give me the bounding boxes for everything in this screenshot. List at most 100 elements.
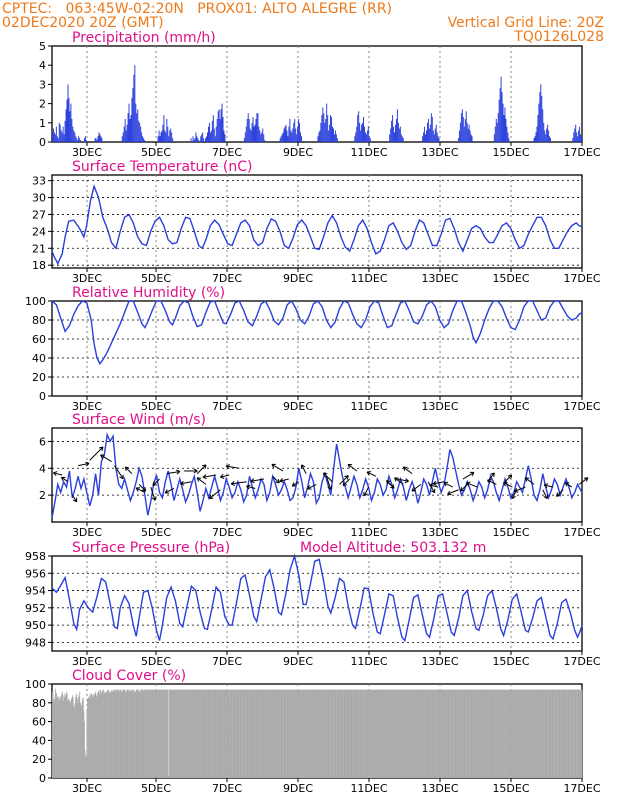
cloud-bar bbox=[404, 689, 406, 778]
cloud-bar bbox=[235, 689, 237, 778]
wind-vector-arrowhead bbox=[100, 454, 105, 459]
cloud-bar bbox=[56, 693, 57, 778]
precip-bar bbox=[137, 109, 139, 142]
cloud-bar bbox=[496, 689, 498, 778]
cloud-bar bbox=[565, 689, 567, 778]
precip-bar bbox=[215, 126, 217, 142]
cloud-bar bbox=[248, 689, 250, 778]
cloud-bar bbox=[337, 689, 339, 778]
cloud-bar bbox=[401, 689, 403, 778]
cloud-bar bbox=[193, 689, 195, 778]
cloud-bar bbox=[281, 689, 283, 778]
cloud-bar bbox=[375, 689, 377, 778]
precip-bar bbox=[135, 103, 137, 142]
cloud-bar bbox=[573, 689, 575, 778]
precip-bar bbox=[579, 126, 581, 142]
cloud-bar bbox=[183, 689, 185, 778]
cloud-bar bbox=[477, 689, 479, 778]
cloud-bar bbox=[53, 700, 55, 778]
cloud-xtick-label: 3DEC bbox=[72, 782, 102, 795]
cloud-bar bbox=[467, 689, 469, 778]
cloud-bar bbox=[323, 689, 325, 778]
cloud-bar bbox=[361, 689, 363, 778]
cloud-bar bbox=[390, 689, 392, 778]
precip-bar bbox=[280, 136, 282, 142]
cloud-bar bbox=[378, 689, 380, 778]
cloud-bar bbox=[88, 699, 90, 778]
cloud-bar bbox=[186, 689, 188, 778]
cloud-bar bbox=[557, 689, 559, 778]
precip-bar bbox=[62, 126, 64, 142]
precip-bar bbox=[290, 130, 292, 142]
precip-bar bbox=[320, 122, 322, 142]
cloud-bar bbox=[410, 689, 412, 778]
precip-bar bbox=[392, 115, 394, 142]
cloud-bar bbox=[216, 689, 218, 778]
wind-vector-arrow bbox=[556, 489, 564, 497]
cloud-bar bbox=[557, 689, 558, 778]
precip-bar bbox=[394, 132, 395, 142]
wind-vector-arrowhead bbox=[98, 446, 104, 452]
cloud-bar bbox=[262, 689, 264, 778]
cloud-bar bbox=[129, 691, 131, 778]
cloud-bar bbox=[414, 689, 416, 778]
cloud-bar bbox=[340, 689, 341, 778]
cloud-bar bbox=[274, 689, 276, 778]
wind-vector-arrowhead bbox=[250, 478, 255, 484]
cloud-bar bbox=[492, 689, 494, 778]
cloud-bar bbox=[519, 689, 521, 778]
precip-bar bbox=[325, 118, 327, 142]
cloud-bar bbox=[457, 689, 459, 778]
precip-bar bbox=[434, 128, 436, 142]
wind-vector-arrow bbox=[138, 484, 147, 492]
precip-bar bbox=[460, 113, 462, 142]
precip-bar bbox=[139, 122, 141, 142]
cloud-bar bbox=[183, 689, 185, 778]
cloud-bar bbox=[347, 689, 349, 778]
cloud-bar bbox=[355, 689, 357, 778]
wind-vector-arrow bbox=[61, 476, 69, 483]
cloud-bar bbox=[475, 689, 477, 778]
precip-bar bbox=[358, 111, 360, 142]
cloud-bar bbox=[69, 700, 71, 778]
precip-bar bbox=[134, 65, 136, 142]
cloud-bar bbox=[444, 689, 445, 778]
wind-vector-arrowhead bbox=[447, 490, 452, 496]
wind-vector-arrowhead bbox=[72, 497, 78, 503]
cloud-bar bbox=[62, 695, 64, 778]
cloud-bar bbox=[231, 689, 233, 778]
cloud-bar bbox=[425, 689, 426, 778]
cloud-bar bbox=[329, 689, 331, 778]
cloud-bar bbox=[312, 689, 314, 778]
precip-bar bbox=[301, 136, 302, 142]
cloud-bar bbox=[134, 691, 136, 778]
cloud-bar bbox=[292, 689, 293, 778]
cloud-bar bbox=[464, 689, 466, 778]
cloud-bar bbox=[171, 689, 173, 778]
cloud-bar bbox=[432, 689, 434, 778]
cloud-bar bbox=[431, 689, 433, 778]
cloud-bar bbox=[263, 689, 265, 778]
cloud-bar bbox=[97, 691, 99, 778]
cloud-bar bbox=[449, 689, 451, 778]
cloud-bar bbox=[472, 689, 473, 778]
cloud-bar bbox=[502, 689, 504, 778]
precip-frame bbox=[51, 45, 583, 143]
cloud-bar bbox=[483, 689, 485, 778]
precip-bar bbox=[321, 115, 323, 142]
cloud-bar bbox=[278, 689, 280, 778]
precip-bar bbox=[130, 115, 132, 142]
precip-xtick-label: 7DEC bbox=[212, 146, 242, 159]
cloud-bar bbox=[234, 689, 236, 778]
wind-xtick-label: 13DEC bbox=[421, 526, 458, 539]
precip-bar bbox=[327, 115, 329, 142]
cloud-bar bbox=[150, 689, 151, 778]
cloud-bar bbox=[60, 695, 62, 778]
cloud-bar bbox=[324, 689, 325, 778]
precip-xtick-label: 11DEC bbox=[350, 146, 387, 159]
cloud-bar bbox=[317, 689, 319, 778]
precip-bar bbox=[61, 132, 63, 142]
cloud-bar bbox=[97, 693, 98, 778]
cloud-bar bbox=[117, 689, 119, 778]
cloud-bar bbox=[139, 691, 141, 778]
